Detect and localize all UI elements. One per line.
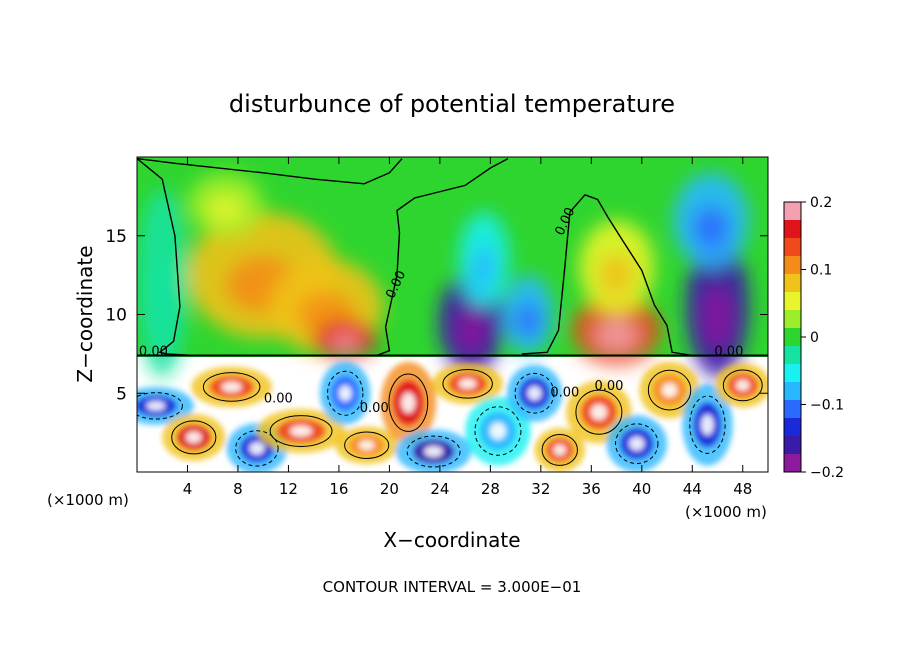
x-axis-ticks: 4 8 12 16 20 24 28 32 36 40 44 48 [183,157,752,498]
anomaly-core [594,319,639,352]
lower-contour-line [137,392,183,420]
turbulent-streak-center [249,442,265,455]
anomaly-core [455,307,488,353]
anomaly-core [597,253,636,296]
turbulent-streak-center [661,383,678,398]
lower-contour-line [722,369,763,402]
lower-contour-line [388,373,429,432]
colorbar-ticks: 0.2 0.1 0 −0.1 −0.2 [801,195,844,481]
chart-title: disturbunce of potential temperature [229,90,675,118]
lower-contour-line [647,369,692,411]
zero-contour-line [137,157,403,185]
x-tick-label: 44 [683,480,702,498]
y-axis-label: Z−coordinate [73,245,97,382]
lower-contour-line [541,434,578,466]
anomaly-core [206,194,245,224]
colorbar-tick-label: 0 [810,330,819,346]
y-axis-ticks: 5 10 15 [105,227,768,404]
turbulent-streak-center [527,386,542,401]
turbulent-streak-center [553,444,567,456]
x-unit-right: (×1000 m) [685,503,767,521]
turbulent-streak-center [701,414,714,435]
turbulent-streak-center [590,404,608,421]
x-tick-label: 40 [632,480,651,498]
lower-contour-line [514,372,555,414]
anomaly-core [471,245,497,288]
x-tick-label: 28 [481,480,500,498]
x-tick-label: 48 [733,480,752,498]
anomaly-core [329,334,362,352]
colorbar: 0.2 0.1 0 −0.1 −0.2 [783,195,844,481]
lower-contour-line [344,431,390,459]
lower-contour-line [202,372,261,402]
x-tick-label: 36 [582,480,601,498]
anomaly-core [149,254,175,340]
x-unit-left: (×1000 m) [47,491,129,509]
x-axis-label: X−coordinate [383,528,520,552]
colorbar-tick-label: 0.2 [810,195,832,211]
contour-label: 0.00 [595,379,624,394]
lower-contour-line [406,435,461,468]
anomaly-core [515,302,541,339]
upper-anomaly-field [137,172,750,378]
colorbar-strip [783,201,802,473]
turbulent-streak-center [338,385,352,402]
x-tick-label: 24 [430,480,449,498]
colorbar-tick-label: −0.2 [810,465,844,481]
x-tick-label: 8 [233,480,243,498]
contour-interval-note: CONTOUR INTERVAL = 3.000E−01 [323,578,582,596]
lower-contour-line [689,395,726,454]
turbulent-streak-center [458,378,477,389]
x-tick-label: 4 [183,480,193,498]
turbulent-streak-center [489,422,507,440]
y-tick-label: 10 [105,306,127,326]
y-tick-label: 5 [116,384,127,404]
turbulent-streak-center [401,392,416,413]
contour-label: 0.00 [264,392,293,407]
anomaly-core [701,285,734,350]
x-tick-label: 32 [531,480,550,498]
plot-area: 0.000.000.000.000.000.000.000.00 [137,157,768,472]
lower-contour-line [235,430,279,467]
turbulent-streak-center [629,436,645,451]
zero-contour-line [521,193,693,357]
colorbar-tick-label: 0.1 [810,263,832,279]
contour-label: 0.00 [550,385,579,400]
lower-contour-line [474,406,522,456]
anomaly-core [692,205,731,249]
turbulent-streak-center [735,379,750,391]
turbulent-streak-center [185,431,202,444]
lower-contour-line [442,368,493,399]
x-tick-label: 12 [279,480,298,498]
turbulent-streak-center [290,425,313,437]
contour-label: 0.00 [139,344,168,359]
lower-contour-line [269,415,333,447]
turbulent-streak-center [424,446,444,458]
x-tick-label: 20 [380,480,399,498]
turbulent-streak-center [221,381,242,393]
contour-label: 0.00 [714,344,743,359]
colorbar-tick-label: −0.1 [810,398,844,414]
contour-label: 0.00 [360,401,389,416]
lower-contour-line [171,420,217,455]
y-tick-label: 15 [105,227,127,247]
contour-lines [137,157,768,468]
lower-contour-line [575,389,623,435]
lower-contour-line [327,370,364,416]
turbulent-streak-center [146,401,166,411]
turbulent-streak-center [358,440,375,450]
lower-contour-line [615,423,659,464]
x-tick-label: 16 [329,480,348,498]
